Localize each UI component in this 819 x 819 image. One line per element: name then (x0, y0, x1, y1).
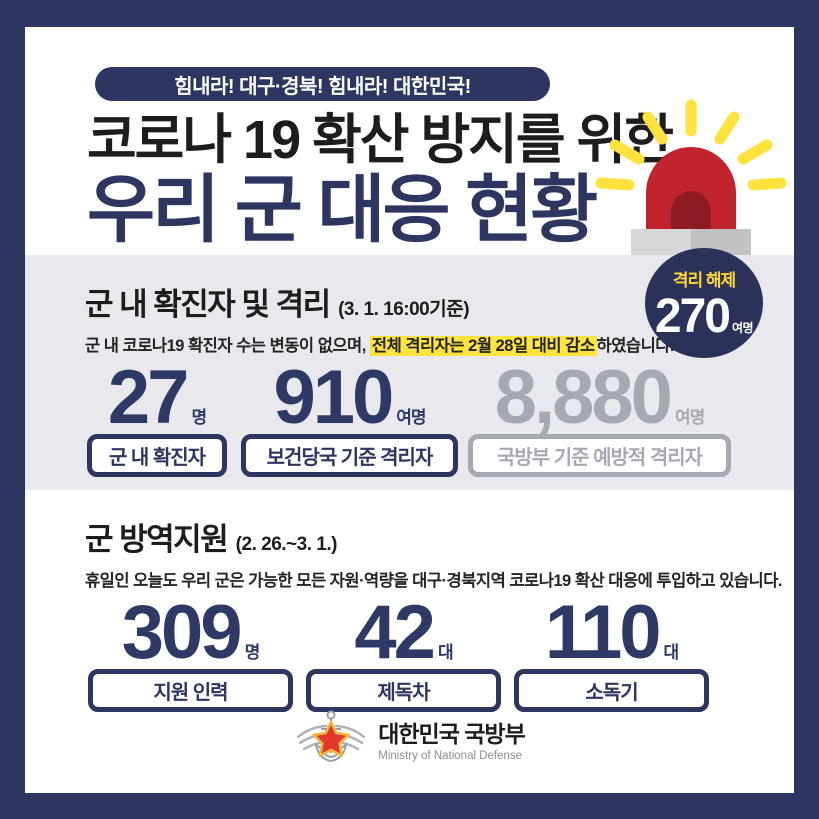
section2-title: 군 방역지원 (85, 522, 229, 557)
section1-body-highlight: 전체 격리자는 2월 28일 대비 감소 (369, 336, 597, 356)
stat-value: 8,880 (494, 355, 673, 440)
main-title-line1: 코로나 19 확산 방지를 위한 (87, 110, 674, 170)
stat-label: 제독차 (306, 669, 501, 713)
main-title-line2: 우리 군 대응 현황 (87, 168, 598, 251)
stat-support-personnel: 309 명 지원 인력 (88, 590, 293, 713)
ministry-emblem-icon (297, 710, 366, 763)
section2-title-row: 군 방역지원 (2. 26.~3. 1.) (85, 514, 794, 559)
stat-label: 군 내 확진자 (87, 434, 227, 478)
stat-confirmed-in-military: 27 명 군 내 확진자 (87, 355, 227, 478)
banner-pill: 힘내라! 대구·경북! 힘내라! 대한민국! (95, 67, 550, 101)
stat-value: 27 (107, 355, 190, 440)
stat-value: 309 (121, 590, 243, 675)
badge-unit: 여명 (732, 320, 754, 335)
section1-body: 군 내 코로나19 확진자 수는 변동이 없으며, 전체 격리자는 2월 28일… (85, 332, 794, 356)
stat-unit: 여명 (674, 408, 705, 427)
hero-section: 힘내라! 대구·경북! 힘내라! 대한민국! 코로나 19 확산 방지를 위한 … (25, 27, 794, 255)
section1-body-prefix: 군 내 코로나19 확진자 수는 변동이 없으며, (85, 337, 370, 355)
section-quarantine-support: 군 방역지원 (2. 26.~3. 1.) 휴일인 오늘도 우리 군은 가능한 … (25, 490, 794, 793)
section1-stats-row: 27 명 군 내 확진자 910 여명 보건당국 기준 격리자 (87, 355, 731, 478)
stat-unit: 여명 (396, 408, 426, 427)
banner-text: 힘내라! 대구·경북! 힘내라! 대한민국! (174, 75, 471, 98)
stat-unit: 대 (437, 643, 454, 662)
footer-text: 대한민국 국방부 Ministry of National Defense (378, 715, 526, 762)
section-confirmed-quarantine: 군 내 확진자 및 격리 (3. 1. 16:00기준) 군 내 코로나19 확… (25, 248, 794, 490)
stat-label: 소독기 (514, 669, 709, 713)
stat-label: 국방부 기준 예방적 격리자 (468, 434, 731, 478)
ministry-name-english: Ministry of National Defense (378, 749, 523, 762)
section1-title: 군 내 확진자 및 격리 (85, 287, 331, 322)
section1-title-row: 군 내 확진자 및 격리 (3. 1. 16:00기준) (85, 279, 794, 324)
stat-disinfectors: 110 대 소독기 (514, 590, 709, 713)
stat-unit: 대 (663, 643, 679, 662)
footer: 대한민국 국방부 Ministry of National Defense (25, 709, 794, 767)
badge-label: 격리 해제 (672, 270, 736, 290)
content-panel: 힘내라! 대구·경북! 힘내라! 대한민국! 코로나 19 확산 방지를 위한 … (25, 27, 794, 793)
section2-title-suffix: (2. 26.~3. 1.) (235, 534, 338, 555)
badge-value: 270 (654, 289, 731, 343)
quarantine-released-badge: 격리 해제 270 여명 (645, 248, 763, 358)
stat-value: 910 (273, 355, 394, 440)
stat-decontamination-vehicles: 42 대 제독차 (306, 590, 501, 713)
stat-label: 지원 인력 (88, 669, 293, 713)
section2-stats-row: 309 명 지원 인력 42 대 제독차 110 (88, 590, 709, 713)
stat-mnd-preventive-quarantined: 8,880 여명 국방부 기준 예방적 격리자 (468, 355, 731, 478)
stat-unit: 명 (191, 408, 207, 427)
stat-label: 보건당국 기준 격리자 (241, 434, 458, 478)
stat-value: 110 (544, 590, 662, 675)
section1-title-suffix: (3. 1. 16:00기준) (338, 299, 470, 320)
section1-body-suffix: 하였습니다. (596, 337, 675, 355)
ministry-name-korean: 대한민국 국방부 (378, 720, 526, 747)
stat-unit: 명 (244, 643, 261, 662)
stat-value: 42 (354, 590, 436, 675)
badge-value-row: 270 여명 (654, 289, 754, 343)
section2-body: 휴일인 오늘도 우리 군은 가능한 모든 자원·역량을 대구·경북지역 코로나1… (85, 572, 783, 590)
stat-health-authority-quarantined: 910 여명 보건당국 기준 격리자 (241, 355, 458, 478)
siren-icon (595, 99, 787, 255)
